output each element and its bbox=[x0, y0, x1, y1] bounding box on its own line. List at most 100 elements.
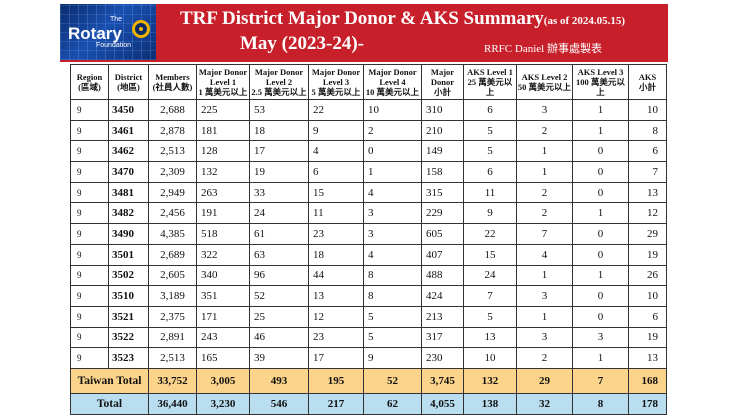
members-cell: 2,513 bbox=[148, 347, 197, 369]
md-level1-cell: 191 bbox=[196, 202, 250, 225]
region-cell: 9 bbox=[70, 326, 109, 349]
region-cell: 9 bbox=[70, 223, 109, 245]
column-header-line: Major Donor bbox=[368, 67, 417, 77]
taiwan-total-md1: 3,005 bbox=[196, 367, 250, 394]
members-cell: 2,688 bbox=[148, 99, 197, 121]
region-cell: 9 bbox=[70, 99, 109, 121]
md-level3-cell: 15 bbox=[308, 181, 364, 204]
md-level1-cell: 351 bbox=[196, 285, 250, 307]
grand-total-aks-sub: 178 bbox=[628, 392, 667, 415]
taiwan-total-label: Taiwan Total bbox=[70, 367, 149, 394]
taiwan-total-aks2: 29 bbox=[516, 367, 573, 394]
district-cell: 3481 bbox=[108, 181, 149, 204]
aks-level2-cell: 1 bbox=[516, 161, 573, 183]
aks-level2-cell: 4 bbox=[516, 243, 573, 266]
md-level3-cell: 18 bbox=[308, 243, 364, 266]
md-level3-cell: 17 bbox=[308, 347, 364, 369]
md-level3-cell: 6 bbox=[308, 161, 364, 183]
grand-total-row: Total 36,440 3,230 546 217 62 4,055 138 … bbox=[70, 392, 667, 415]
table-row: 9 3510 3,189 351 52 13 8 424 7 3 0 10 bbox=[70, 285, 667, 307]
table-row: 9 3502 2,605 340 96 44 8 488 24 1 1 26 bbox=[70, 264, 667, 287]
md-subtotal-cell: 210 bbox=[421, 119, 464, 142]
grand-total-md3: 217 bbox=[308, 392, 364, 415]
md-level1-cell: 225 bbox=[196, 99, 250, 121]
aks-level2-cell: 2 bbox=[516, 181, 573, 204]
md-level2-cell: 53 bbox=[249, 99, 309, 121]
md-subtotal-cell: 317 bbox=[421, 326, 464, 349]
aks-level3-cell: 1 bbox=[572, 202, 629, 225]
aks-level3-cell: 1 bbox=[572, 99, 629, 121]
taiwan-total-row: Taiwan Total 33,752 3,005 493 195 52 3,7… bbox=[70, 367, 667, 394]
column-header-line: 50 萬美元以上 bbox=[517, 82, 572, 92]
taiwan-total-md-sub: 3,745 bbox=[421, 367, 464, 394]
md-level4-cell: 10 bbox=[363, 99, 422, 121]
column-header-line: Region bbox=[76, 72, 103, 82]
md-level2-cell: 25 bbox=[249, 305, 309, 328]
md-subtotal-cell: 229 bbox=[421, 202, 464, 225]
aks-level3-cell: 0 bbox=[572, 285, 629, 307]
column-header: Major Donor Level 4 10 萬美元以上 bbox=[363, 64, 422, 100]
members-cell: 2,513 bbox=[148, 140, 197, 163]
aks-subtotal-cell: 6 bbox=[628, 140, 667, 163]
members-cell: 4,385 bbox=[148, 223, 197, 245]
grand-total-label: Total bbox=[70, 392, 149, 415]
aks-level1-cell: 13 bbox=[463, 326, 517, 349]
grand-total-aks2: 32 bbox=[516, 392, 573, 415]
logo-the-text: The bbox=[110, 16, 123, 23]
column-header: Major Donor Level 2 2.5 萬美元以上 bbox=[249, 64, 309, 100]
aks-level2-cell: 3 bbox=[516, 326, 573, 349]
aks-level1-cell: 5 bbox=[463, 119, 517, 142]
grand-total-md1: 3,230 bbox=[196, 392, 250, 415]
column-header-line: 小計 bbox=[638, 82, 656, 92]
region-cell: 9 bbox=[70, 243, 109, 266]
column-header: AKS Level 2 50 萬美元以上 bbox=[516, 64, 573, 100]
aks-level3-cell: 0 bbox=[572, 181, 629, 204]
members-cell: 2,309 bbox=[148, 161, 197, 183]
column-header-line: (社員人數) bbox=[152, 82, 193, 92]
taiwan-total-members: 33,752 bbox=[148, 367, 197, 394]
as-of-date: (as of 2024.05.15) bbox=[543, 15, 626, 27]
md-level1-cell: 243 bbox=[196, 326, 250, 349]
table-row: 9 3490 4,385 518 61 23 3 605 22 7 0 29 bbox=[70, 223, 667, 245]
md-level2-cell: 39 bbox=[249, 347, 309, 369]
md-subtotal-cell: 158 bbox=[421, 161, 464, 183]
column-header-line: AKS Level 3 bbox=[577, 67, 624, 77]
title-banner bbox=[60, 4, 668, 62]
aks-level3-cell: 3 bbox=[572, 326, 629, 349]
region-cell: 9 bbox=[70, 119, 109, 142]
aks-level1-cell: 15 bbox=[463, 243, 517, 266]
region-cell: 9 bbox=[70, 285, 109, 307]
md-level2-cell: 17 bbox=[249, 140, 309, 163]
column-header-line: AKS Level 2 bbox=[521, 72, 568, 82]
md-level1-cell: 132 bbox=[196, 161, 250, 183]
aks-level3-cell: 0 bbox=[572, 161, 629, 183]
column-header: Members (社員人數) bbox=[148, 64, 197, 100]
credit-text: RRFC Daniel 辦事處製表 bbox=[484, 43, 602, 55]
md-level2-cell: 24 bbox=[249, 202, 309, 225]
md-level2-cell: 18 bbox=[249, 119, 309, 142]
aks-subtotal-cell: 8 bbox=[628, 119, 667, 142]
table-row: 9 3481 2,949 263 33 15 4 315 11 2 0 13 bbox=[70, 181, 667, 204]
aks-subtotal-cell: 13 bbox=[628, 181, 667, 204]
aks-subtotal-cell: 26 bbox=[628, 264, 667, 287]
district-cell: 3462 bbox=[108, 140, 149, 163]
md-level2-cell: 96 bbox=[249, 264, 309, 287]
aks-level1-cell: 10 bbox=[463, 347, 517, 369]
aks-level1-cell: 9 bbox=[463, 202, 517, 225]
md-level4-cell: 4 bbox=[363, 181, 422, 204]
aks-level2-cell: 1 bbox=[516, 305, 573, 328]
md-level4-cell: 2 bbox=[363, 119, 422, 142]
column-header-line: Level 2 bbox=[265, 77, 293, 87]
table-row: 9 3522 2,891 243 46 23 5 317 13 3 3 19 bbox=[70, 326, 667, 349]
md-level4-cell: 5 bbox=[363, 305, 422, 328]
aks-subtotal-cell: 29 bbox=[628, 223, 667, 245]
region-cell: 9 bbox=[70, 181, 109, 204]
column-header-line: Major Donor bbox=[311, 67, 361, 77]
column-header-line: 25 萬美元以上 bbox=[467, 77, 513, 97]
taiwan-total-md4: 52 bbox=[363, 367, 422, 394]
md-level2-cell: 46 bbox=[249, 326, 309, 349]
table-row: 9 3470 2,309 132 19 6 1 158 6 1 0 7 bbox=[70, 161, 667, 183]
page-title: TRF District Major Donor & AKS Summary(a… bbox=[180, 8, 625, 30]
md-level3-cell: 23 bbox=[308, 223, 364, 245]
region-cell: 9 bbox=[70, 161, 109, 183]
